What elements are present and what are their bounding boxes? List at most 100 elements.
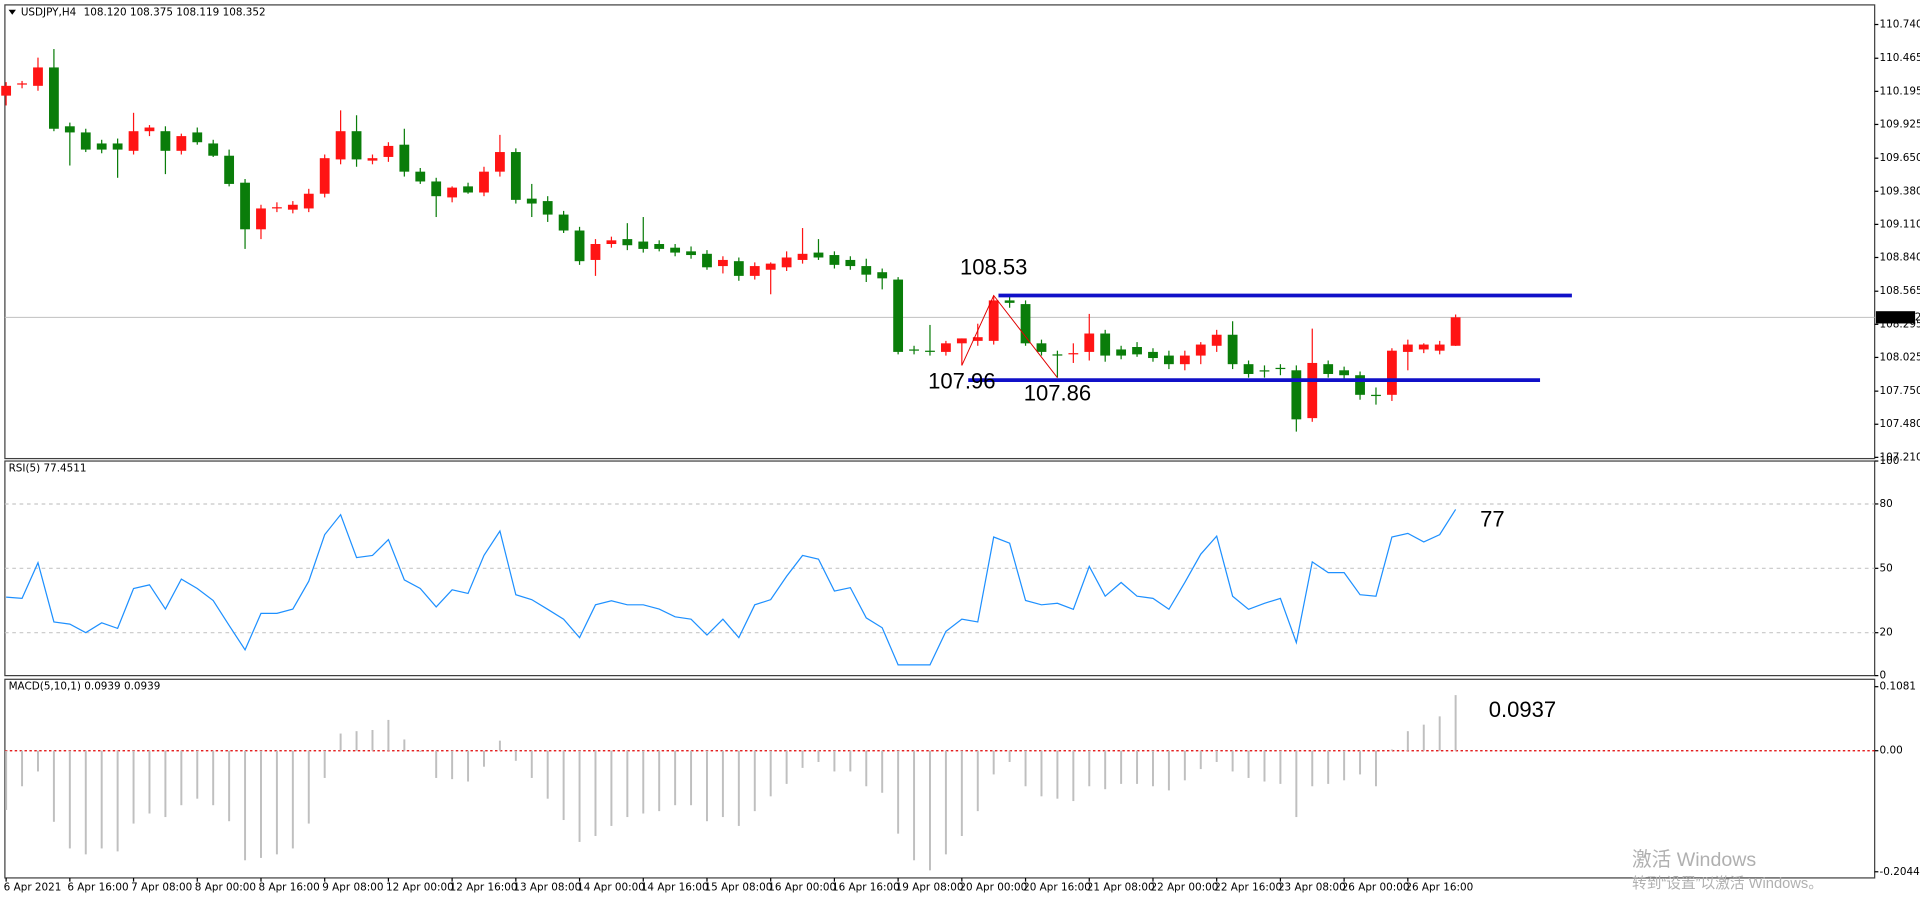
macd-bar xyxy=(180,750,183,806)
rsi-line xyxy=(6,509,1457,666)
candle-body xyxy=(1020,304,1031,344)
panel-title: RSI(5) 77.4511 xyxy=(9,462,87,474)
candle-body xyxy=(718,259,728,267)
x-tick-label: 20 Apr 00:00 xyxy=(959,882,1027,894)
macd-bar xyxy=(164,750,167,818)
macd-bar xyxy=(960,750,963,836)
candle-body xyxy=(1450,317,1461,346)
candle-body xyxy=(988,300,999,341)
macd-bar xyxy=(658,750,661,812)
candle-body xyxy=(160,131,171,151)
macd-bar xyxy=(578,750,581,842)
dropdown-icon[interactable] xyxy=(8,9,16,15)
x-tick-label: 6 Apr 16:00 xyxy=(67,882,128,894)
x-tick-label: 9 Apr 08:00 xyxy=(322,882,383,894)
candle-body xyxy=(845,259,856,267)
candle-body xyxy=(415,171,426,182)
macd-bar xyxy=(21,750,24,787)
macd-bar xyxy=(801,750,804,768)
macd-bar xyxy=(1311,750,1314,787)
macd-bar xyxy=(992,750,995,775)
macd-bar xyxy=(642,750,645,814)
macd-bar xyxy=(1454,695,1457,751)
candle-body xyxy=(1434,344,1445,351)
y-tick-label: 108.840 xyxy=(1880,251,1920,263)
y-tick-label: 110.195 xyxy=(1880,85,1920,97)
macd-bar xyxy=(52,750,55,822)
candle-body xyxy=(192,132,203,143)
x-tick-label: 15 Apr 08:00 xyxy=(705,882,773,894)
macd-bar xyxy=(530,750,533,778)
y-tick-label: 0.00 xyxy=(1880,745,1903,757)
macd-bar xyxy=(371,729,374,751)
candle-body xyxy=(287,204,298,210)
candle-body xyxy=(17,83,27,85)
macd-bar xyxy=(1215,750,1218,762)
candle-body xyxy=(829,255,840,265)
candle-body xyxy=(972,337,983,341)
macd-bar xyxy=(1199,750,1202,770)
candle-body xyxy=(654,244,665,249)
macd-bar xyxy=(944,750,947,855)
candle-body xyxy=(1402,344,1413,352)
candle-body xyxy=(64,126,75,133)
candle-body xyxy=(1052,354,1063,356)
x-tick-label: 16 Apr 00:00 xyxy=(768,882,836,894)
price-annotation: 107.86 xyxy=(1024,381,1091,406)
macd-bar xyxy=(419,750,422,752)
x-tick-label: 19 Apr 08:00 xyxy=(896,882,964,894)
macd-bar xyxy=(291,750,294,849)
macd-bar xyxy=(546,750,549,799)
macd-bar xyxy=(753,750,756,812)
candle-body xyxy=(765,263,776,270)
macd-bar xyxy=(100,750,103,849)
candle-body xyxy=(1418,344,1429,350)
macd-bar xyxy=(148,750,151,814)
x-tick-label: 6 Apr 2021 xyxy=(4,882,62,894)
candle-body xyxy=(1,85,12,96)
candle-body xyxy=(1100,333,1111,356)
macd-bar xyxy=(1438,716,1441,751)
macd-bar xyxy=(1136,750,1139,784)
macd-bar xyxy=(1040,750,1043,797)
macd-bar xyxy=(865,750,868,787)
candle-body xyxy=(144,127,155,132)
y-tick-label: 107.480 xyxy=(1880,418,1920,430)
macd-bar xyxy=(626,750,629,818)
candle-body xyxy=(1211,334,1222,346)
candle-body xyxy=(558,214,569,231)
candle-body xyxy=(1068,353,1079,355)
candle-body xyxy=(542,201,553,215)
macd-bar xyxy=(721,750,724,818)
macd-bar xyxy=(339,733,342,751)
macd-bar xyxy=(674,750,677,806)
macd-bar xyxy=(212,750,215,806)
candle-body xyxy=(590,244,601,260)
current-price-label: 108.352 xyxy=(1878,311,1920,323)
candle-body xyxy=(1243,364,1254,374)
x-tick-label: 21 Apr 08:00 xyxy=(1087,882,1155,894)
y-tick-label: 80 xyxy=(1880,498,1893,510)
macd-bar xyxy=(1120,750,1123,784)
candle-body xyxy=(208,143,219,156)
y-tick-label: 107.750 xyxy=(1880,385,1920,397)
candle-body xyxy=(638,241,649,249)
y-tick-label: 100 xyxy=(1880,455,1900,467)
candle-body xyxy=(1275,367,1286,370)
current-price-box xyxy=(1875,311,1916,324)
macd-bar xyxy=(1088,750,1091,787)
macd-bar xyxy=(5,750,8,810)
y-tick-label: 109.925 xyxy=(1880,118,1920,130)
candle-body xyxy=(495,152,505,172)
candle-body xyxy=(1307,362,1318,419)
candle-body xyxy=(128,131,139,151)
macd-bar xyxy=(929,750,931,871)
candle-body xyxy=(622,239,633,246)
candle-body xyxy=(606,240,617,245)
y-tick-label: 109.110 xyxy=(1880,218,1920,230)
candle-body xyxy=(1323,364,1334,374)
candle-body xyxy=(80,132,91,150)
candle-body xyxy=(1164,355,1174,365)
candle-body xyxy=(399,144,410,172)
